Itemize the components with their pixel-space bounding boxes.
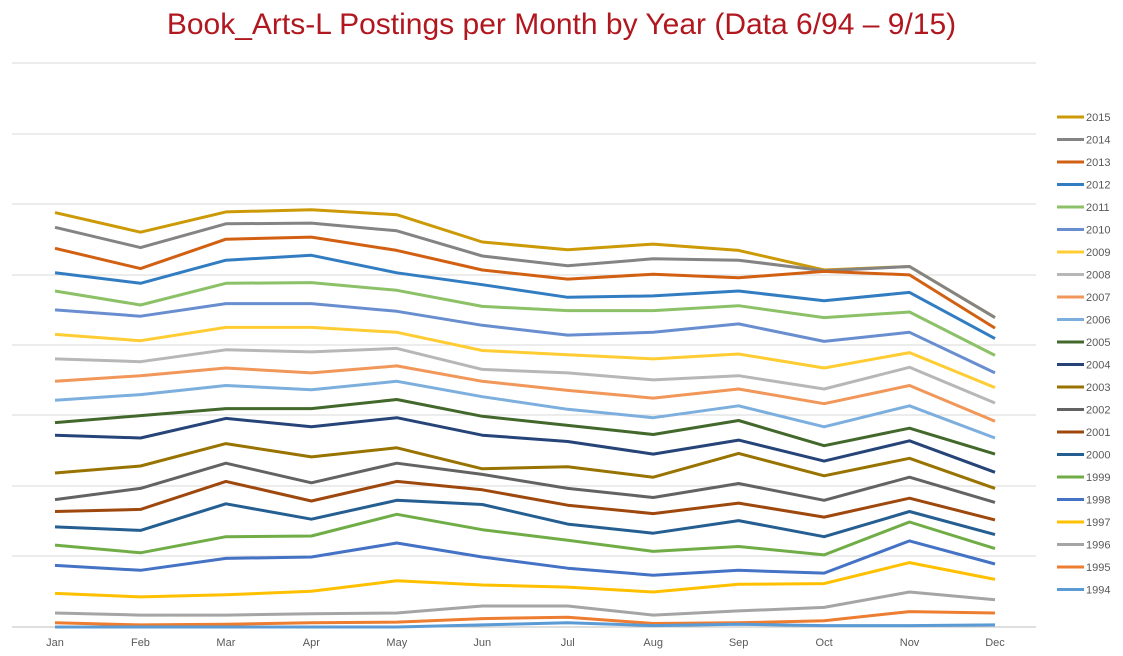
x-tick-label: Apr bbox=[303, 637, 320, 649]
x-tick-label: Mar bbox=[216, 637, 235, 649]
legend-label-1998: 1998 bbox=[1086, 495, 1110, 507]
series-line-2008 bbox=[54, 346, 996, 405]
series-line-1997 bbox=[54, 561, 996, 599]
series-line-2003 bbox=[54, 442, 996, 490]
series-line-2013 bbox=[54, 235, 996, 330]
legend-label-1999: 1999 bbox=[1086, 472, 1110, 484]
series-line-2011 bbox=[54, 281, 996, 357]
legend-label-2009: 2009 bbox=[1086, 247, 1110, 259]
series-line-2004 bbox=[54, 416, 996, 474]
series-lines bbox=[54, 208, 996, 629]
legend-label-2005: 2005 bbox=[1086, 337, 1110, 349]
legend-label-1997: 1997 bbox=[1086, 517, 1110, 529]
series-line-1998 bbox=[54, 539, 996, 577]
legend-label-2014: 2014 bbox=[1086, 135, 1110, 147]
series-line-2000 bbox=[54, 498, 996, 539]
legend-label-1996: 1996 bbox=[1086, 540, 1110, 552]
series-line-2006 bbox=[54, 379, 996, 440]
legend-label-2013: 2013 bbox=[1086, 157, 1110, 169]
legend-label-2000: 2000 bbox=[1086, 450, 1110, 462]
x-tick-label: Nov bbox=[900, 637, 920, 649]
legend-label-2006: 2006 bbox=[1086, 315, 1110, 327]
legend-label-2012: 2012 bbox=[1086, 180, 1110, 192]
series-line-2012 bbox=[54, 253, 996, 340]
legend: 2015 2014 2013 2012 2011 2010 2009 2008 2007 2006… bbox=[1057, 112, 1110, 597]
series-line-2001 bbox=[54, 479, 996, 522]
series-line-2015 bbox=[54, 208, 996, 319]
legend-label-2011: 2011 bbox=[1086, 202, 1110, 214]
x-tick-label: Aug bbox=[643, 637, 663, 649]
x-tick-label: Jan bbox=[46, 637, 64, 649]
x-tick-label: Oct bbox=[816, 637, 833, 649]
x-tick-label: Jul bbox=[561, 637, 575, 649]
series-line-2009 bbox=[54, 325, 996, 389]
chart-title: Book_Arts-L Postings per Month by Year (… bbox=[166, 8, 957, 41]
legend-label-2007: 2007 bbox=[1086, 292, 1110, 304]
series-line-1994 bbox=[55, 621, 996, 629]
legend-label-2002: 2002 bbox=[1086, 405, 1110, 417]
legend-label-2001: 2001 bbox=[1086, 427, 1110, 439]
legend-label-2008: 2008 bbox=[1086, 270, 1110, 282]
x-tick-label: Dec bbox=[985, 637, 1005, 649]
series-line-2014 bbox=[54, 221, 996, 319]
legend-label-2015: 2015 bbox=[1086, 112, 1110, 124]
x-tick-label: Feb bbox=[131, 637, 150, 649]
series-line-2002 bbox=[54, 461, 996, 504]
series-line-1999 bbox=[54, 512, 996, 557]
legend-label-1995: 1995 bbox=[1086, 562, 1110, 574]
series-line-1996 bbox=[54, 590, 996, 617]
x-tick-label: Jun bbox=[473, 637, 491, 649]
legend-label-2004: 2004 bbox=[1086, 360, 1110, 372]
x-tick-label: May bbox=[386, 637, 407, 649]
series-line-1995 bbox=[54, 610, 996, 627]
gridlines bbox=[12, 62, 1036, 628]
x-tick-label: Sep bbox=[729, 637, 749, 649]
series-line-2010 bbox=[54, 302, 996, 375]
legend-label-2003: 2003 bbox=[1086, 382, 1110, 394]
series-line-2005 bbox=[54, 398, 996, 456]
x-axis: Jan Feb Mar Apr May Jun Jul Aug Sep Oct Nov Dec bbox=[46, 637, 1005, 649]
legend-label-1994: 1994 bbox=[1086, 585, 1110, 597]
series-line-2007 bbox=[54, 364, 996, 423]
legend-label-2010: 2010 bbox=[1086, 225, 1110, 237]
